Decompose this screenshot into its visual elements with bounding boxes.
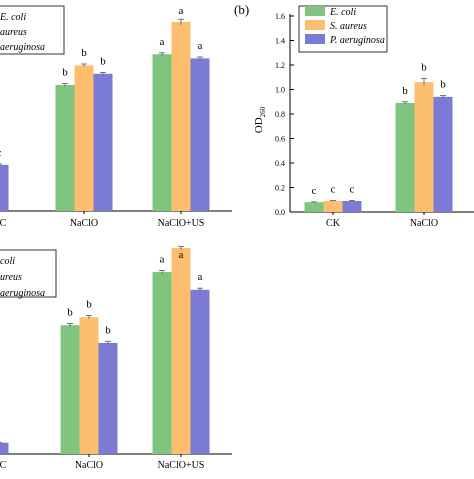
panel-b-label: (b) — [234, 2, 249, 17]
panel-b-bar-ck-p-aeruginosa — [342, 200, 362, 212]
panel-b-legend: E. coli S. aureus P. aeruginosa — [305, 6, 385, 46]
panel-b-y-tick-label: 1.2 — [275, 61, 285, 70]
panel-a-bar-naclo-s-aureus-sig-letter: b — [81, 47, 87, 59]
panel-c-bar-naclo-us-s-aureus-sig-letter: a — [179, 249, 184, 261]
panel-c-legend: coli ureus aeruginosa — [0, 256, 45, 299]
od-label-main: OD — [253, 117, 265, 133]
panel-a-bar-naclo-p-aeruginosa-sig-letter: b — [100, 55, 106, 67]
panel-a-legend-label-s-aureus: aureus — [0, 27, 27, 38]
panel-b-y-ticks: 0.0 0.2 0.4 0.6 0.8 1.0 1.2 1.4 1.6 — [275, 12, 294, 217]
panel-b-legend-swatch-e-coli — [305, 6, 325, 16]
panel-c-legend-label-p-aeruginosa: aeruginosa — [0, 288, 45, 299]
panel-c-bar-naclo-s-aureus — [79, 317, 99, 454]
panel-a-bar-naclo-us-e-coli-sig-letter: a — [160, 36, 165, 48]
panel-b-y-tick-label: 0.6 — [275, 135, 285, 144]
panel-a-bar-naclo-e-coli-sig-letter: b — [62, 67, 68, 79]
panel-c-x-tick-label-c: C — [0, 460, 7, 471]
panel-b-bar-naclo-s-aureus — [414, 82, 434, 213]
panel-b-bar-naclo-e-coli — [395, 102, 415, 212]
panel-c-bar-naclo-us-p-aeruginosa — [190, 289, 210, 454]
panel-a-legend-box — [0, 5, 65, 55]
panel-c-x-tick-label-naclo-us: NaClO+US — [158, 460, 205, 471]
panel-a-bar-naclo-us-p-aeruginosa — [190, 58, 210, 212]
panel-b-x-ticks: CK NaClO — [326, 212, 438, 229]
panel-b-bar-naclo-s-aureus-sig-letter: b — [421, 61, 427, 73]
panel-b-y-tick-label: 1.4 — [275, 37, 285, 46]
panel-c-x-ticks: C NaClO NaClO+US — [0, 454, 204, 471]
panel-a-x-tick-label-naclo-us: NaClO+US — [158, 218, 205, 229]
panel-c-bar-naclo-s-aureus-sig-letter: b — [86, 299, 92, 311]
panel-a-legend-label-p-aeruginosa: aeruginosa — [0, 42, 45, 53]
panel-a-bar-naclo-e-coli — [55, 85, 75, 211]
panel-b-bar-ck-s-aureus-sig-letter: c — [331, 184, 336, 196]
panel-b-y-tick-label: 0.8 — [275, 110, 285, 119]
panel-a-bar-naclo-us-s-aureus — [171, 22, 191, 211]
panel-b-legend-swatch-s-aureus — [305, 20, 325, 30]
panel-b-legend-label-e-coli: E. coli — [329, 7, 356, 18]
panel-a-bar-naclo-p-aeruginosa — [93, 73, 113, 211]
panel-a-x-tick-label-naclo: NaClO — [70, 218, 98, 229]
panel-a-bar-naclo-us-s-aureus-sig-letter: a — [179, 5, 184, 17]
panel-b-y-tick-label: 0.0 — [275, 208, 285, 217]
panel-a-bars: ccbbbaaa — [0, 5, 210, 212]
panel-b-legend-label-p-aeruginosa: P. aeruginosa — [329, 35, 385, 46]
panel-b-bar-naclo-p-aeruginosa-sig-letter: b — [440, 79, 446, 91]
panel-a-x-ticks: C NaClO NaClO+US — [0, 211, 204, 229]
panel-c-bar-naclo-p-aeruginosa — [98, 342, 118, 454]
panel-b-bars: c c c b b b — [304, 61, 453, 213]
panel-a-bar-naclo-s-aureus — [74, 65, 94, 212]
panel-c-x-tick-label-naclo: NaClO — [75, 460, 103, 471]
panel-a-bar-ck-p-aeruginosa-sig-letter: c — [0, 147, 2, 159]
panel-c-bar-naclo-us-s-aureus — [171, 247, 191, 454]
panel-c-legend-box — [0, 249, 57, 298]
panel-b-chart: (b) OD260 0.0 0.2 0.4 0.6 0.8 1.0 1.2 1.4 1.6 CK… — [234, 2, 474, 229]
panel-b-y-tick-label: 1.6 — [275, 12, 285, 21]
panel-a-bar-naclo-us-e-coli — [152, 54, 172, 212]
od-label-sub: 260 — [259, 106, 267, 117]
panel-b-y-axis-title: OD260 — [253, 106, 267, 133]
panel-b-bar-ck-s-aureus — [323, 200, 343, 212]
panel-a-legend-label-e-coli: E. coli — [0, 12, 26, 23]
panel-b-y-tick-label: 0.2 — [275, 184, 285, 193]
panel-c-bar-naclo-p-aeruginosa-sig-letter: b — [105, 324, 111, 336]
panel-b-x-tick-label-naclo: NaClO — [410, 218, 438, 229]
panel-c-legend-label-s-aureus: ureus — [0, 272, 22, 283]
panel-a-x-tick-label-c: C — [0, 218, 7, 229]
panel-b-legend-swatch-p-aeruginosa — [305, 34, 325, 44]
panel-c-bar-naclo-us-e-coli-sig-letter: a — [160, 253, 165, 265]
panel-c-bar-ck-p-aeruginosa — [0, 442, 9, 454]
panel-b-bar-naclo-p-aeruginosa — [433, 96, 453, 212]
panel-a-bar-ck-p-aeruginosa — [0, 164, 9, 211]
panel-c-legend-label-e-coli: coli — [0, 256, 15, 267]
panel-c-bar-naclo-e-coli — [60, 325, 80, 454]
panel-b-y-tick-label: 1.0 — [275, 86, 285, 95]
panel-b-bar-ck-e-coli-sig-letter: c — [312, 185, 317, 197]
panel-c-bar-naclo-us-e-coli — [152, 272, 172, 454]
panel-b-legend-label-s-aureus: S. aureus — [330, 21, 367, 32]
panel-b-x-tick-label-ck: CK — [326, 218, 341, 229]
panel-b-bar-ck-e-coli — [304, 202, 324, 212]
panel-a-bar-naclo-us-p-aeruginosa-sig-letter: a — [198, 40, 203, 52]
panel-c-bar-naclo-e-coli-sig-letter: b — [67, 307, 73, 319]
panel-c-bars: cbbbaaa — [0, 245, 210, 454]
panel-a-legend: E. coli aureus aeruginosa — [0, 12, 45, 53]
panel-b-bar-naclo-e-coli-sig-letter: b — [402, 85, 408, 97]
panel-b-bar-ck-p-aeruginosa-sig-letter: c — [350, 184, 355, 196]
panel-c-bar-naclo-us-p-aeruginosa-sig-letter: a — [198, 271, 203, 283]
panel-b-y-tick-label: 0.4 — [275, 159, 285, 168]
